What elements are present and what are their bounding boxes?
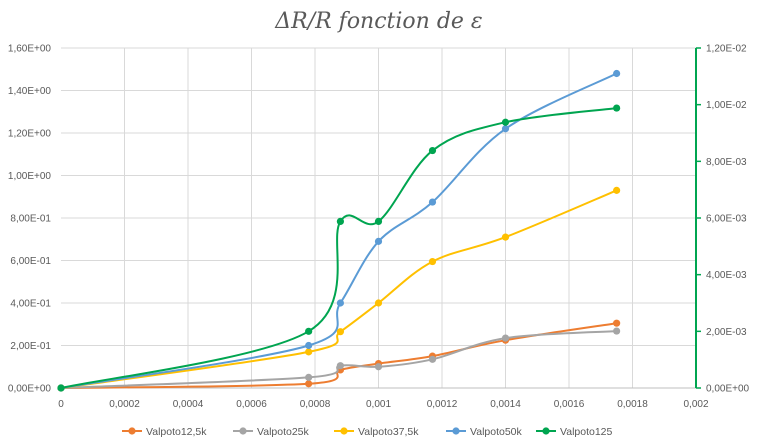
y-tick-label: 6,00E-01: [10, 256, 51, 267]
y-tick-label: 2,00E-01: [10, 341, 51, 352]
series-group: [57, 69, 621, 392]
series-line: [60, 72, 618, 389]
x-axis-ticks: 0 0,0002 0,0004 0,0006 0,0008 0,001 0,0012 0,00…: [58, 399, 709, 410]
legend-label: Valpoto25k: [257, 426, 310, 438]
y-tick-label: 1,40E+00: [8, 86, 52, 97]
x-tick-label: 0,0008: [300, 399, 331, 410]
y-tick-label: 0,00E+00: [8, 384, 52, 395]
y-axis-ticks: 0,00E+00 2,00E-01 4,00E-01 6,00E-01 8,00E-01…: [8, 44, 52, 395]
legend-label: Valpoto50k: [470, 426, 523, 438]
y-tick-label: 1,00E+00: [8, 171, 52, 182]
y-tick-label: 8,00E-01: [10, 214, 51, 225]
series-line: [60, 330, 617, 389]
series-2: [57, 327, 621, 392]
data-point: [428, 198, 437, 206]
legend: Valpoto12,5k Valpoto25k Valpoto37,5k Valpot…: [122, 426, 613, 438]
y2-tick-label: 4,00E-03: [706, 270, 747, 281]
data-point: [501, 118, 510, 126]
x-tick-label: 0,002: [683, 399, 708, 410]
data-point: [613, 69, 621, 78]
data-point: [57, 384, 65, 392]
data-point: [428, 257, 437, 266]
legend-swatch-marker: [542, 427, 550, 435]
y-tick-label: 1,60E+00: [8, 44, 52, 55]
series-line: [60, 107, 617, 389]
legend-label: Valpoto125: [560, 426, 613, 438]
data-point: [374, 363, 383, 371]
x-tick-label: 0,001: [366, 399, 391, 410]
x-tick-label: 0,0006: [236, 399, 267, 410]
y2-tick-label: 8,00E-03: [706, 157, 747, 168]
data-point: [305, 373, 313, 381]
x-tick-label: 0,0004: [173, 399, 204, 410]
data-point: [613, 327, 621, 335]
data-point: [613, 186, 621, 194]
data-point: [374, 237, 383, 245]
data-point: [336, 328, 344, 336]
chart-title: ΔR/R fonction de ε: [274, 9, 483, 34]
y2-tick-label: 6,00E-03: [706, 214, 747, 225]
legend-swatch-marker: [239, 427, 247, 435]
axes: [61, 47, 701, 389]
y2-tick-label: 2,00E-03: [706, 327, 747, 338]
legend-swatch-marker: [340, 427, 348, 435]
y2-tick-label: 0,00E+00: [706, 384, 750, 395]
data-point: [305, 380, 313, 388]
legend-label: Valpoto37,5k: [358, 426, 419, 438]
data-point: [305, 348, 313, 356]
x-tick-label: 0,0016: [554, 399, 585, 410]
data-point: [336, 299, 344, 307]
y2-tick-label: 1,00E-02: [706, 100, 747, 111]
data-point: [374, 217, 383, 225]
data-point: [374, 299, 383, 307]
y2-tick-label: 1,20E-02: [706, 44, 747, 55]
y-tick-label: 4,00E-01: [10, 299, 51, 310]
y2-axis-ticks: 0,00E+00 2,00E-03 4,00E-03 6,00E-03 8,00E-03…: [706, 44, 750, 395]
data-point: [501, 125, 510, 133]
data-point: [613, 319, 621, 327]
x-tick-label: 0,0012: [427, 399, 458, 410]
data-point: [613, 104, 621, 112]
data-point: [336, 217, 344, 225]
x-tick-label: 0,0018: [617, 399, 648, 410]
series-5: [57, 104, 621, 392]
data-point: [305, 327, 313, 335]
data-point: [428, 355, 437, 363]
data-point: [428, 146, 437, 155]
data-point: [336, 362, 344, 370]
legend-swatch-marker: [128, 427, 136, 435]
y-tick-label: 1,20E+00: [8, 129, 52, 140]
series-3: [57, 186, 621, 392]
x-tick-label: 0,0014: [490, 399, 521, 410]
data-point: [501, 334, 510, 342]
series-4: [57, 69, 621, 392]
data-point: [501, 233, 510, 241]
legend-label: Valpoto12,5k: [146, 426, 207, 438]
data-point: [305, 341, 313, 350]
x-tick-label: 0,0002: [109, 399, 140, 410]
x-tick-label: 0: [58, 399, 64, 410]
legend-swatch-marker: [452, 427, 460, 435]
